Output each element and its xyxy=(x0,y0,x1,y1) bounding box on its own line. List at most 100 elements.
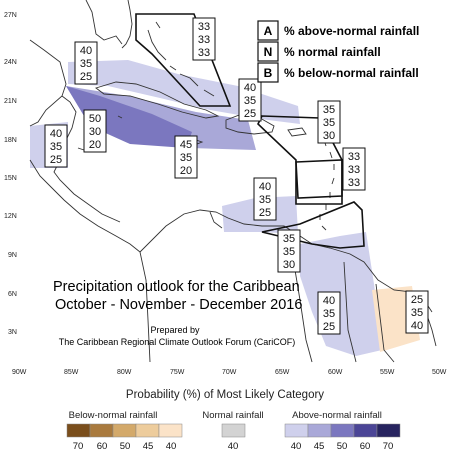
lon-tick-8: 50W xyxy=(432,369,447,376)
prob-above: 25 xyxy=(411,294,423,306)
prob-below: 20 xyxy=(89,139,101,151)
prob-below: 25 xyxy=(80,71,92,83)
islands-bahamas xyxy=(147,21,215,97)
prob-above: 40 xyxy=(244,82,256,94)
lat-tick-2: 21N xyxy=(4,98,17,105)
colorbar-tick-above-70: 70 xyxy=(383,441,394,450)
colorbar-tick-below-40: 40 xyxy=(166,441,177,450)
colorbar-tick-above-45: 45 xyxy=(314,441,325,450)
prob-below: 25 xyxy=(323,321,335,333)
swatch-normal-40 xyxy=(221,423,246,438)
prob-box-cayman: 50 30 20 xyxy=(83,109,107,153)
key-letter: A xyxy=(264,24,273,38)
longitude-axis: 90W 85W 80W 75W 70W 65W 60W 55W 50W xyxy=(12,369,447,376)
lon-tick-2: 80W xyxy=(117,369,132,376)
island-cuba xyxy=(95,81,220,119)
lat-tick-0: 27N xyxy=(4,12,17,19)
prob-above: 35 xyxy=(283,233,295,245)
region-leewards-east-outline xyxy=(295,159,343,199)
key-letter: N xyxy=(264,45,273,59)
swatch-above-45 xyxy=(307,423,332,438)
lon-tick-0: 90W xyxy=(12,369,27,376)
prob-below: 33 xyxy=(348,177,360,189)
prob-box-suriname: 40 35 25 xyxy=(317,291,341,335)
prob-box-trinidad-guyana: 35 35 30 xyxy=(277,229,301,273)
border-suriname xyxy=(375,283,395,363)
key-text: % normal rainfall xyxy=(284,45,381,59)
map-title: Precipitation outlook for the Caribbean xyxy=(53,279,300,295)
prob-above: 45 xyxy=(180,139,192,151)
prob-box-french-guiana: 25 35 40 xyxy=(405,290,429,334)
zone-above-50-core xyxy=(66,86,192,148)
prob-below: 20 xyxy=(180,165,192,177)
prob-box-bahamas: 33 33 33 xyxy=(192,17,216,61)
prob-normal: 35 xyxy=(411,307,423,319)
colorbar-tick-above-60: 60 xyxy=(360,441,371,450)
prob-above: 40 xyxy=(323,295,335,307)
lon-tick-5: 65W xyxy=(275,369,290,376)
lat-tick-4: 15N xyxy=(4,175,17,182)
lat-tick-6: 9N xyxy=(8,252,17,259)
prob-below: 33 xyxy=(198,47,210,59)
key-item-above: A % above-normal rainfall xyxy=(257,20,419,41)
map-panel xyxy=(30,0,438,362)
prob-box-jamaica-south: 45 35 20 xyxy=(174,135,198,179)
colorbar-tick-below-60: 60 xyxy=(97,441,108,450)
prob-normal: 35 xyxy=(259,194,271,206)
prob-above: 40 xyxy=(80,45,92,57)
swatch-below-45 xyxy=(135,423,160,438)
islands-small xyxy=(77,115,123,151)
prob-below: 25 xyxy=(244,108,256,120)
prob-normal: 33 xyxy=(198,34,210,46)
prob-above: 50 xyxy=(89,113,101,125)
prob-above: 35 xyxy=(323,104,335,116)
colorbar-normal-label: Normal rainfall xyxy=(202,410,263,421)
lat-tick-1: 24N xyxy=(4,59,17,66)
coast-colombia-pacific xyxy=(139,251,151,363)
lon-tick-1: 85W xyxy=(64,369,79,376)
lon-tick-3: 75W xyxy=(170,369,185,376)
coast-florida xyxy=(121,0,133,49)
prob-normal: 35 xyxy=(244,95,256,107)
colorbar-tick-normal-40: 40 xyxy=(228,441,239,450)
lon-tick-7: 55W xyxy=(380,369,395,376)
prob-above: 40 xyxy=(50,128,62,140)
key-text: % above-normal rainfall xyxy=(284,24,419,38)
prepared-by: Prepared by xyxy=(150,325,200,335)
key-item-below: B % below-normal rainfall xyxy=(257,62,419,83)
island-puerto-rico xyxy=(287,127,307,137)
colorbar-tick-above-40: 40 xyxy=(291,441,302,450)
swatch-below-40 xyxy=(158,423,183,438)
colorbar-tick-below-45: 45 xyxy=(143,441,154,450)
region-bahamas-outline xyxy=(135,13,232,107)
prob-above: 33 xyxy=(198,21,210,33)
swatch-above-70 xyxy=(376,423,401,438)
prob-normal: 35 xyxy=(323,117,335,129)
swatch-above-40 xyxy=(284,423,309,438)
border-guyana xyxy=(343,261,357,363)
coast-maracaibo xyxy=(209,211,223,229)
swatch-below-60 xyxy=(89,423,114,438)
lon-tick-6: 60W xyxy=(328,369,343,376)
prob-box-central-america: 40 35 25 xyxy=(44,124,68,168)
key-text: % below-normal rainfall xyxy=(284,66,419,80)
prob-above: 40 xyxy=(259,181,271,193)
prob-above: 33 xyxy=(348,151,360,163)
swatch-below-50 xyxy=(112,423,137,438)
key-item-normal: N % normal rainfall xyxy=(257,41,381,62)
colorbar-tick-above-50: 50 xyxy=(337,441,348,450)
colorbar-below-label: Below-normal rainfall xyxy=(69,410,158,421)
colorbar-tick-below-50: 50 xyxy=(120,441,131,450)
prob-normal: 35 xyxy=(323,308,335,320)
prob-below: 30 xyxy=(323,130,335,142)
prob-normal: 35 xyxy=(80,58,92,70)
prob-normal: 35 xyxy=(283,246,295,258)
latitude-axis: 27N 24N 21N 18N 15N 12N 9N 6N 3N xyxy=(4,12,17,336)
map-title-block: Precipitation outlook for the Caribbean … xyxy=(53,279,302,347)
prob-normal: 33 xyxy=(348,164,360,176)
swatch-above-60 xyxy=(353,423,378,438)
map-subtitle: October - November - December 2016 xyxy=(55,297,302,313)
prob-below: 25 xyxy=(259,207,271,219)
lon-tick-4: 70W xyxy=(222,369,237,376)
